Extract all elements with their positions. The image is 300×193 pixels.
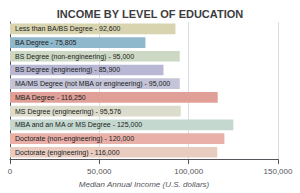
- svg-text:150,000: 150,000: [264, 167, 293, 176]
- svg-text:MS Degree (engineering) - 95,5: MS Degree (engineering) - 95,576: [15, 108, 121, 116]
- svg-text:BS Degree (non-engineering) -: BS Degree (non-engineering) - 95,000: [15, 53, 134, 61]
- svg-text:100,000: 100,000: [174, 167, 203, 176]
- svg-text:Doctorate (engineering) - 116,: Doctorate (engineering) - 116,000: [15, 149, 120, 157]
- svg-text:Less than BA/BS Degree - 92,60: Less than BA/BS Degree - 92,600: [15, 25, 121, 33]
- svg-text:50,000: 50,000: [87, 167, 112, 176]
- svg-text:Doctorate (non-engineering) -: Doctorate (non-engineering) - 120,000: [15, 135, 134, 143]
- svg-text:0: 0: [8, 167, 13, 176]
- svg-text:MA/MS Degree (not MBA or engin: MA/MS Degree (not MBA or engineering) - …: [15, 80, 170, 88]
- svg-text:MBA and an MA or MS Degree - 1: MBA and an MA or MS Degree - 125,000: [15, 121, 142, 129]
- svg-text:BA Degree - 75,805: BA Degree - 75,805: [15, 39, 77, 47]
- svg-text:Median Annual Income (U.S. dol: Median Annual Income (U.S. dollars): [79, 180, 210, 189]
- svg-text:INCOME BY LEVEL OF EDUCATION: INCOME BY LEVEL OF EDUCATION: [57, 8, 243, 20]
- svg-text:MBA Degree - 116,250: MBA Degree - 116,250: [15, 94, 86, 102]
- svg-text:BS Degree (engineering) - 85,9: BS Degree (engineering) - 85,900: [15, 66, 120, 74]
